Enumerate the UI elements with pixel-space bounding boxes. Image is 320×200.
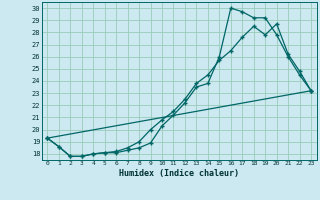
X-axis label: Humidex (Indice chaleur): Humidex (Indice chaleur) <box>119 169 239 178</box>
